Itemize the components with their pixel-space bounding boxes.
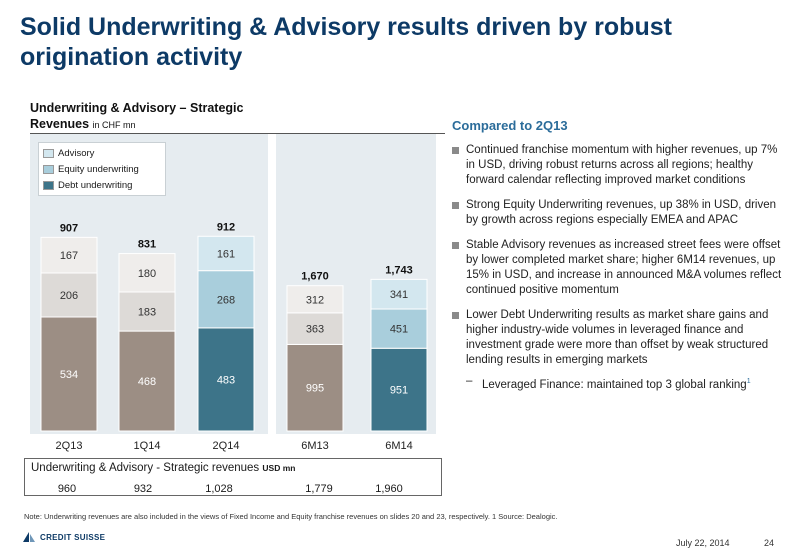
bar-value-label: 534 (60, 369, 78, 381)
bar-total-label: 907 (60, 222, 78, 234)
bar-total-label: 1,670 (301, 271, 329, 283)
credit-suisse-logo: CREDIT SUISSE (22, 530, 105, 544)
bars-layer (40, 235, 428, 432)
bar-value-label: 951 (390, 385, 408, 397)
dash-icon: – (466, 375, 473, 387)
usd-value-2q14: 1,028 (205, 483, 233, 495)
usd-value-2q13: 960 (57, 483, 77, 495)
bar-segment-equity-underwriting (197, 270, 255, 329)
bullet-square-icon (452, 202, 459, 209)
chart-top-rule (30, 133, 445, 134)
bar-value-label: 483 (217, 374, 235, 386)
bar-total-label: 1,743 (385, 264, 413, 276)
bar-segment-debt-underwriting (370, 347, 428, 432)
legend-item-debt-underwriting: Debt underwriting (43, 177, 161, 193)
bar-value-label: 468 (138, 376, 156, 388)
bar-value-label: 180 (138, 268, 156, 280)
logo-text: CREDIT SUISSE (40, 532, 106, 542)
bar-segment-equity-underwriting (118, 291, 176, 332)
commentary-heading: Compared to 2Q13 (452, 118, 568, 133)
bar-value-label: 451 (390, 324, 408, 336)
usd-revenues-table: Underwriting & Advisory - Strategic reve… (24, 458, 442, 496)
bullet-square-icon (452, 312, 459, 319)
footnote-marker: 1 (746, 378, 751, 385)
bar-segment-debt-underwriting (286, 343, 344, 432)
footnote: Note: Underwriting revenues are also inc… (24, 512, 558, 521)
bar-segment-equity-underwriting (370, 308, 428, 349)
bullet-text: Strong Equity Underwriting revenues, up … (466, 199, 777, 226)
page-number: 24 (764, 538, 775, 548)
bar-value-label: 341 (390, 289, 408, 301)
bar-value-label: 268 (217, 294, 235, 306)
page-title: Solid Underwriting & Advisory results dr… (20, 13, 672, 71)
usd-value-6m14: 1,960 (375, 483, 403, 495)
legend-item-equity-underwriting: Equity underwriting (43, 161, 161, 177)
bar-segment-debt-underwriting (118, 330, 176, 432)
commentary-bullet: Stable Advisory revenues as increased st… (452, 238, 784, 298)
category-tick-label: 1Q14 (134, 440, 161, 452)
chart-legend: Advisory Equity underwriting Debt underw… (38, 142, 166, 196)
bar-value-label: 363 (306, 324, 324, 336)
usd-table-title-text: Underwriting & Advisory - Strategic reve… (31, 462, 260, 474)
legend-swatch-advisory (43, 148, 54, 158)
commentary-bullet: Continued franchise momentum with higher… (452, 143, 784, 188)
bar-total-label: 912 (217, 221, 235, 233)
bar-value-label: 161 (217, 248, 235, 260)
bar-value-label: 183 (138, 307, 156, 319)
sub-bullet-text: Leveraged Finance: maintained top 3 glob… (482, 378, 747, 391)
bar-value-label: 206 (60, 290, 78, 302)
bullet-text: Lower Debt Underwriting results as marke… (466, 309, 769, 366)
usd-value-1q14: 932 (133, 483, 153, 495)
usd-table-unit: USD mn (262, 463, 296, 473)
category-tick-label: 2Q14 (213, 440, 240, 452)
legend-label-equity-underwriting: Equity underwriting (58, 163, 139, 175)
bullet-text: Stable Advisory revenues as increased st… (466, 239, 782, 296)
commentary-panel: Compared to 2Q13 Continued franchise mom… (452, 118, 784, 393)
slide-date: July 22, 2014 (676, 538, 730, 548)
bar-segment-advisory (118, 253, 176, 293)
chart-title: Underwriting & Advisory – Strategic Reve… (30, 100, 270, 133)
bar-segment-advisory (370, 278, 428, 310)
bar-segment-advisory (197, 235, 255, 272)
legend-label-debt-underwriting: Debt underwriting (58, 179, 133, 191)
sails-logo-icon (23, 532, 35, 542)
chart-title-text: Underwriting & Advisory – Strategic Reve… (30, 101, 244, 131)
category-tick-label: 6M14 (385, 440, 413, 452)
category-tick-label: 6M13 (301, 440, 329, 452)
chart-title-unit: in CHF mn (92, 120, 136, 130)
commentary-bullet: Lower Debt Underwriting results as marke… (452, 308, 784, 368)
category-tick-label: 2Q13 (56, 440, 83, 452)
bullet-square-icon (452, 242, 459, 249)
bar-total-label: 831 (138, 239, 156, 251)
legend-swatch-equity-underwriting (43, 164, 54, 174)
bar-segment-debt-underwriting (40, 316, 98, 432)
bar-segment-advisory (40, 236, 98, 274)
usd-table-title: Underwriting & Advisory - Strategic reve… (31, 462, 295, 474)
bar-segment-advisory (286, 285, 344, 314)
bar-segment-equity-underwriting (40, 272, 98, 318)
usd-value-6m13: 1,779 (305, 483, 333, 495)
legend-item-advisory: Advisory (43, 145, 161, 161)
legend-label-advisory: Advisory (58, 147, 95, 159)
commentary-sub-bullet: – Leveraged Finance: maintained top 3 gl… (452, 374, 784, 393)
bullet-text: Continued franchise momentum with higher… (466, 144, 778, 186)
bullet-square-icon (452, 147, 459, 154)
bar-value-label: 167 (60, 250, 78, 262)
bar-value-label: 995 (306, 383, 324, 395)
labels-layer: 534 206 167 907 2Q13 468 183 180 831 1Q14 483 268 16… (56, 221, 413, 452)
legend-swatch-debt-underwriting (43, 180, 54, 190)
bar-value-label: 312 (306, 294, 324, 306)
commentary-bullet: Strong Equity Underwriting revenues, up … (452, 198, 784, 228)
